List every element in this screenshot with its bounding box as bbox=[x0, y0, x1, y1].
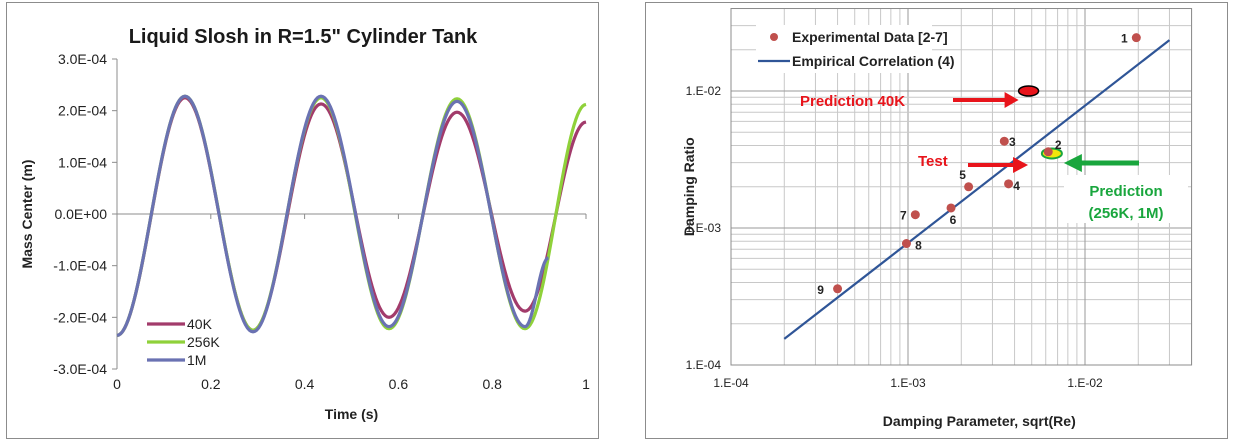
legend-box bbox=[756, 25, 932, 73]
legend-label: 256K bbox=[187, 334, 220, 350]
annotation-test: Test bbox=[918, 153, 948, 170]
annotation-prediction-line2: (256K, 1M) bbox=[1088, 205, 1163, 222]
data-point bbox=[1043, 147, 1053, 157]
data-point-label: 4 bbox=[1013, 179, 1020, 193]
y-tick-label: -1.0E-04 bbox=[53, 258, 107, 274]
data-point-label: 8 bbox=[915, 239, 922, 253]
legend-label: Empirical Correlation (4) bbox=[792, 53, 955, 69]
x-tick-label: 0.4 bbox=[295, 376, 315, 392]
x-tick-label: 0 bbox=[113, 376, 121, 392]
data-point-label: 7 bbox=[900, 209, 907, 223]
annotation-prediction-line1: Prediction bbox=[1089, 183, 1162, 200]
chart-panel-right: 1.E-04 1.E-03 1.E-02 1.E-04 1.E-03 1.E-02 Damp… bbox=[645, 2, 1228, 439]
data-point-label: 6 bbox=[950, 213, 957, 227]
legend-label: 1M bbox=[187, 352, 206, 368]
arrow-prediction-head bbox=[1063, 154, 1082, 172]
data-point-label: 1 bbox=[1121, 32, 1128, 46]
y-tick-label: 0.0E+00 bbox=[54, 206, 107, 222]
y-tick-label: 1.E-04 bbox=[686, 358, 722, 372]
y-tick-label: 1.E-02 bbox=[686, 84, 722, 98]
damping-chart: 1.E-04 1.E-03 1.E-02 1.E-04 1.E-03 1.E-02 Damp… bbox=[681, 8, 1193, 429]
plot-area-border bbox=[730, 8, 1193, 366]
prediction-40k-marker bbox=[1017, 85, 1040, 97]
data-point-label: 3 bbox=[1009, 135, 1016, 149]
x-tick-label: 1.E-02 bbox=[1067, 376, 1103, 390]
x-axis-label: Damping Parameter, sqrt(Re) bbox=[883, 413, 1076, 429]
x-tick-label: 1.E-03 bbox=[890, 376, 926, 390]
legend-marker bbox=[770, 33, 778, 41]
data-point bbox=[901, 239, 911, 249]
arrow-test-head bbox=[1013, 157, 1029, 173]
data-point bbox=[1004, 179, 1014, 189]
x-tick-label: 0.8 bbox=[482, 376, 502, 392]
x-axis-label: Time (s) bbox=[325, 406, 378, 422]
y-tick-label: -3.0E-04 bbox=[53, 361, 107, 377]
data-point-label: 2 bbox=[1055, 138, 1062, 152]
chart-panel-left: Liquid Slosh in R=1.5" Cylinder Tank -3.0… bbox=[6, 2, 599, 439]
y-tick-label: 3.0E-04 bbox=[58, 51, 107, 67]
y-tick-label: 1.0E-04 bbox=[58, 154, 107, 170]
y-tick-label: -2.0E-04 bbox=[53, 309, 107, 325]
y-tick-label: 1.E-03 bbox=[686, 221, 722, 235]
correlation-line bbox=[783, 39, 1171, 340]
legend-label: 40K bbox=[187, 316, 213, 332]
x-tick-label: 1.E-04 bbox=[713, 376, 749, 390]
data-point bbox=[964, 182, 974, 192]
x-tick-label: 1 bbox=[582, 376, 590, 392]
annotation-prediction-40k: Prediction 40K bbox=[800, 93, 905, 110]
y-tick-label: 2.0E-04 bbox=[58, 103, 107, 119]
chart-title: Liquid Slosh in R=1.5" Cylinder Tank bbox=[129, 26, 478, 48]
data-point bbox=[910, 210, 920, 220]
data-point bbox=[833, 284, 843, 294]
annotation-prediction-bg bbox=[1064, 175, 1188, 223]
data-point bbox=[999, 136, 1009, 146]
x-tick-label: 0.6 bbox=[389, 376, 409, 392]
y-axis-label: Damping Ratio bbox=[681, 137, 697, 236]
data-point bbox=[1131, 33, 1141, 43]
series-line-40k bbox=[116, 96, 587, 337]
data-point-label: 9 bbox=[817, 283, 824, 297]
x-tick-label: 0.2 bbox=[201, 376, 221, 392]
arrow-40k-head bbox=[1004, 92, 1019, 108]
slosh-chart: Liquid Slosh in R=1.5" Cylinder Tank -3.0… bbox=[19, 26, 590, 422]
data-point-label: 5 bbox=[959, 168, 966, 182]
y-axis-label: Mass Center (m) bbox=[19, 160, 35, 269]
legend-label: Experimental Data [2-7] bbox=[792, 29, 948, 45]
data-point bbox=[946, 203, 956, 213]
series-line-1m bbox=[116, 94, 550, 337]
